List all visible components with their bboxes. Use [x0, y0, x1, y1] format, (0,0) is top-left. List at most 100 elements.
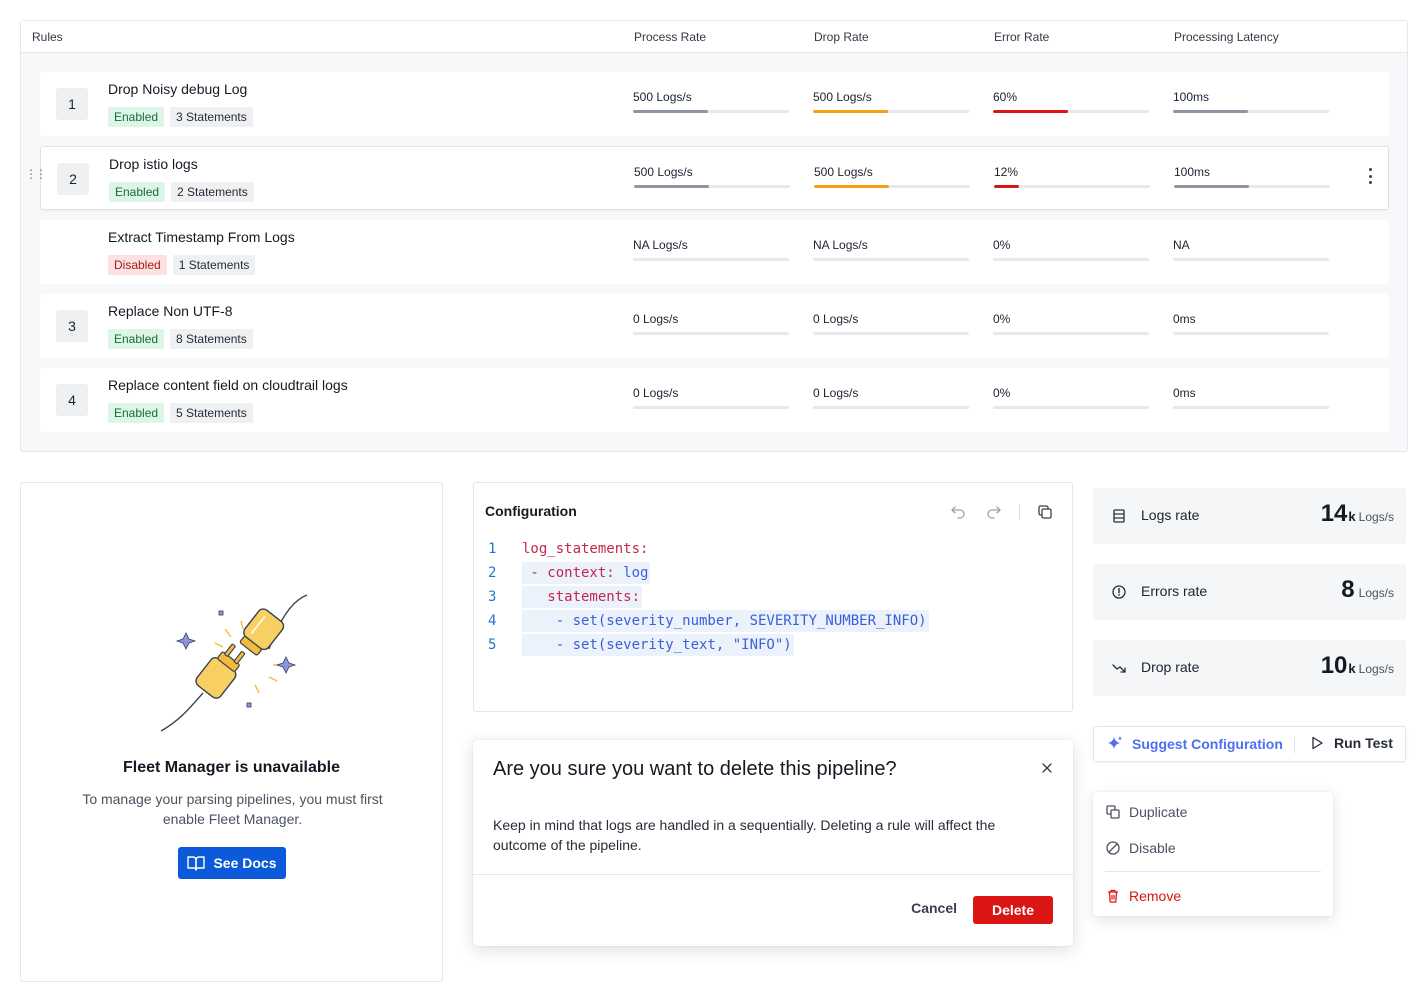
dialog-body: Keep in mind that logs are handled in a … [493, 817, 996, 853]
code-line: 2 - context: log [488, 561, 929, 585]
process-rate-bar-fill [633, 110, 708, 113]
run-test-button[interactable]: Run Test [1310, 735, 1393, 751]
menu-item-remove[interactable]: Remove [1105, 888, 1181, 904]
suggest-configuration-button[interactable]: Suggest Configuration [1106, 735, 1283, 753]
cancel-button[interactable]: Cancel [911, 900, 957, 916]
menu-item-disable[interactable]: Disable [1105, 840, 1176, 856]
process-rate-cell: NA Logs/s [633, 238, 789, 261]
code-area[interactable]: 1 log_statements: 2 - context: log 3 statem… [488, 537, 929, 657]
code-text: - set(severity_number, SEVERITY_NUMBER_I… [522, 610, 929, 632]
drop-rate-bar [813, 406, 969, 409]
code-token: - set(severity_text, "INFO") [522, 637, 792, 653]
stat-unit: Logs/s [1358, 586, 1394, 600]
header-process-rate: Process Rate [634, 30, 707, 44]
drop-rate-bar-fill [814, 185, 889, 188]
delete-button[interactable]: Delete [973, 896, 1053, 924]
processing-latency-cell: NA [1173, 238, 1329, 261]
stat-label: Logs rate [1141, 507, 1200, 523]
stat-value: 14 k Logs/s [1321, 500, 1394, 528]
processing-latency-value: NA [1173, 238, 1190, 252]
list-icon [1113, 509, 1125, 523]
drop-rate-value: 0 Logs/s [813, 312, 859, 326]
fleet-title: Fleet Manager is unavailable [123, 759, 340, 776]
see-docs-label: See Docs [213, 855, 277, 871]
rule-row[interactable]: 4 Replace content field on cloudtrail log… [40, 368, 1389, 432]
error-rate-value: 0% [993, 238, 1011, 252]
code-text: statements: [522, 586, 643, 608]
process-rate-bar [633, 332, 789, 335]
drop-rate-bar [813, 332, 969, 335]
rule-row[interactable]: Extract Timestamp From Logs Disabled 1 S… [40, 220, 1389, 284]
processing-latency-cell: 0ms [1173, 386, 1329, 409]
statements-badge: 5 Statements [170, 403, 253, 423]
undo-icon[interactable] [947, 501, 969, 523]
processing-latency-bar [1173, 110, 1329, 113]
action-divider [1294, 737, 1295, 753]
rule-badges: Enabled 5 Statements [108, 403, 253, 423]
process-rate-value: 0 Logs/s [633, 386, 679, 400]
drop-rate-bar-fill [813, 110, 888, 113]
rule-name: Replace content field on cloudtrail logs [108, 377, 348, 393]
status-badge: Enabled [108, 329, 165, 349]
error-rate-bar [993, 332, 1149, 335]
rule-row[interactable]: ⋮⋮ 2 Drop istio logs Enabled 2 Statements … [25, 146, 1389, 210]
error-rate-bar [993, 406, 1149, 409]
book-icon [187, 856, 206, 871]
menu-item-duplicate[interactable]: Duplicate [1105, 804, 1187, 820]
statements-badge: 3 Statements [170, 107, 253, 127]
code-token: - set(severity_number, SEVERITY_NUMBER_I… [522, 613, 927, 629]
stat-errors-rate: Errors rate 8 Logs/s [1093, 564, 1406, 620]
rule-index: 1 [56, 88, 88, 120]
process-rate-cell: 0 Logs/s [633, 312, 789, 335]
copy-icon[interactable] [1034, 501, 1056, 523]
redo-icon[interactable] [983, 501, 1005, 523]
process-rate-cell: 500 Logs/s [634, 165, 790, 188]
close-icon[interactable] [1039, 760, 1055, 776]
toolbar-divider [1019, 504, 1020, 520]
code-token: log_statements: [522, 541, 649, 557]
code-line: 5 - set(severity_text, "INFO") [488, 633, 929, 657]
code-line: 1 log_statements: [488, 537, 929, 561]
header-rules: Rules [32, 30, 63, 44]
sparkle-icon [1108, 736, 1122, 749]
processing-latency-bar-fill [1174, 185, 1249, 188]
rule-row[interactable]: 1 Drop Noisy debug Log Enabled 3 Statemen… [40, 72, 1389, 136]
drop-rate-cell: 500 Logs/s [814, 165, 970, 188]
processing-latency-value: 0ms [1173, 312, 1196, 326]
process-rate-bar [634, 185, 790, 188]
see-docs-button[interactable]: See Docs [178, 847, 286, 879]
rule-badges: Enabled 3 Statements [108, 107, 253, 127]
rule-index: 2 [57, 163, 89, 195]
processing-latency-bar [1173, 332, 1329, 335]
processing-latency-cell: 0ms [1173, 312, 1329, 335]
statements-badge: 2 Statements [171, 182, 254, 202]
run-test-label: Run Test [1334, 735, 1393, 751]
process-rate-bar-fill [634, 185, 709, 188]
header-error-rate: Error Rate [994, 30, 1050, 44]
stat-number: 14 [1320, 500, 1348, 527]
process-rate-cell: 500 Logs/s [633, 90, 789, 113]
process-rate-value: 500 Logs/s [633, 90, 692, 104]
stat-unit: Logs/s [1358, 510, 1394, 524]
drag-handle-icon[interactable]: ⋮⋮ [25, 167, 47, 181]
drop-rate-value: 500 Logs/s [814, 165, 873, 179]
alert-circle-icon [1112, 585, 1126, 599]
rule-name: Drop Noisy debug Log [108, 81, 248, 97]
error-rate-bar [994, 185, 1150, 188]
line-number: 2 [488, 565, 497, 581]
duplicate-icon [1106, 805, 1120, 819]
error-rate-cell: 12% [994, 165, 1150, 188]
rule-row[interactable]: 3 Replace Non UTF-8 Enabled 8 Statements … [40, 294, 1389, 358]
error-rate-bar [993, 110, 1149, 113]
process-rate-value: NA Logs/s [633, 238, 688, 252]
rule-badges: Disabled 1 Statements [108, 255, 256, 275]
more-options-icon[interactable] [1366, 168, 1374, 184]
rule-name: Replace Non UTF-8 [108, 303, 233, 319]
suggest-label: Suggest Configuration [1132, 736, 1283, 752]
error-rate-value: 12% [994, 165, 1019, 179]
menu-label-disable: Disable [1129, 840, 1176, 856]
drop-rate-bar [813, 110, 969, 113]
rules-table-header: Rules Process Rate Drop Rate Error Rate … [21, 21, 1407, 53]
delete-pipeline-dialog: Are you sure you want to delete this pip… [473, 740, 1073, 946]
process-rate-bar [633, 406, 789, 409]
